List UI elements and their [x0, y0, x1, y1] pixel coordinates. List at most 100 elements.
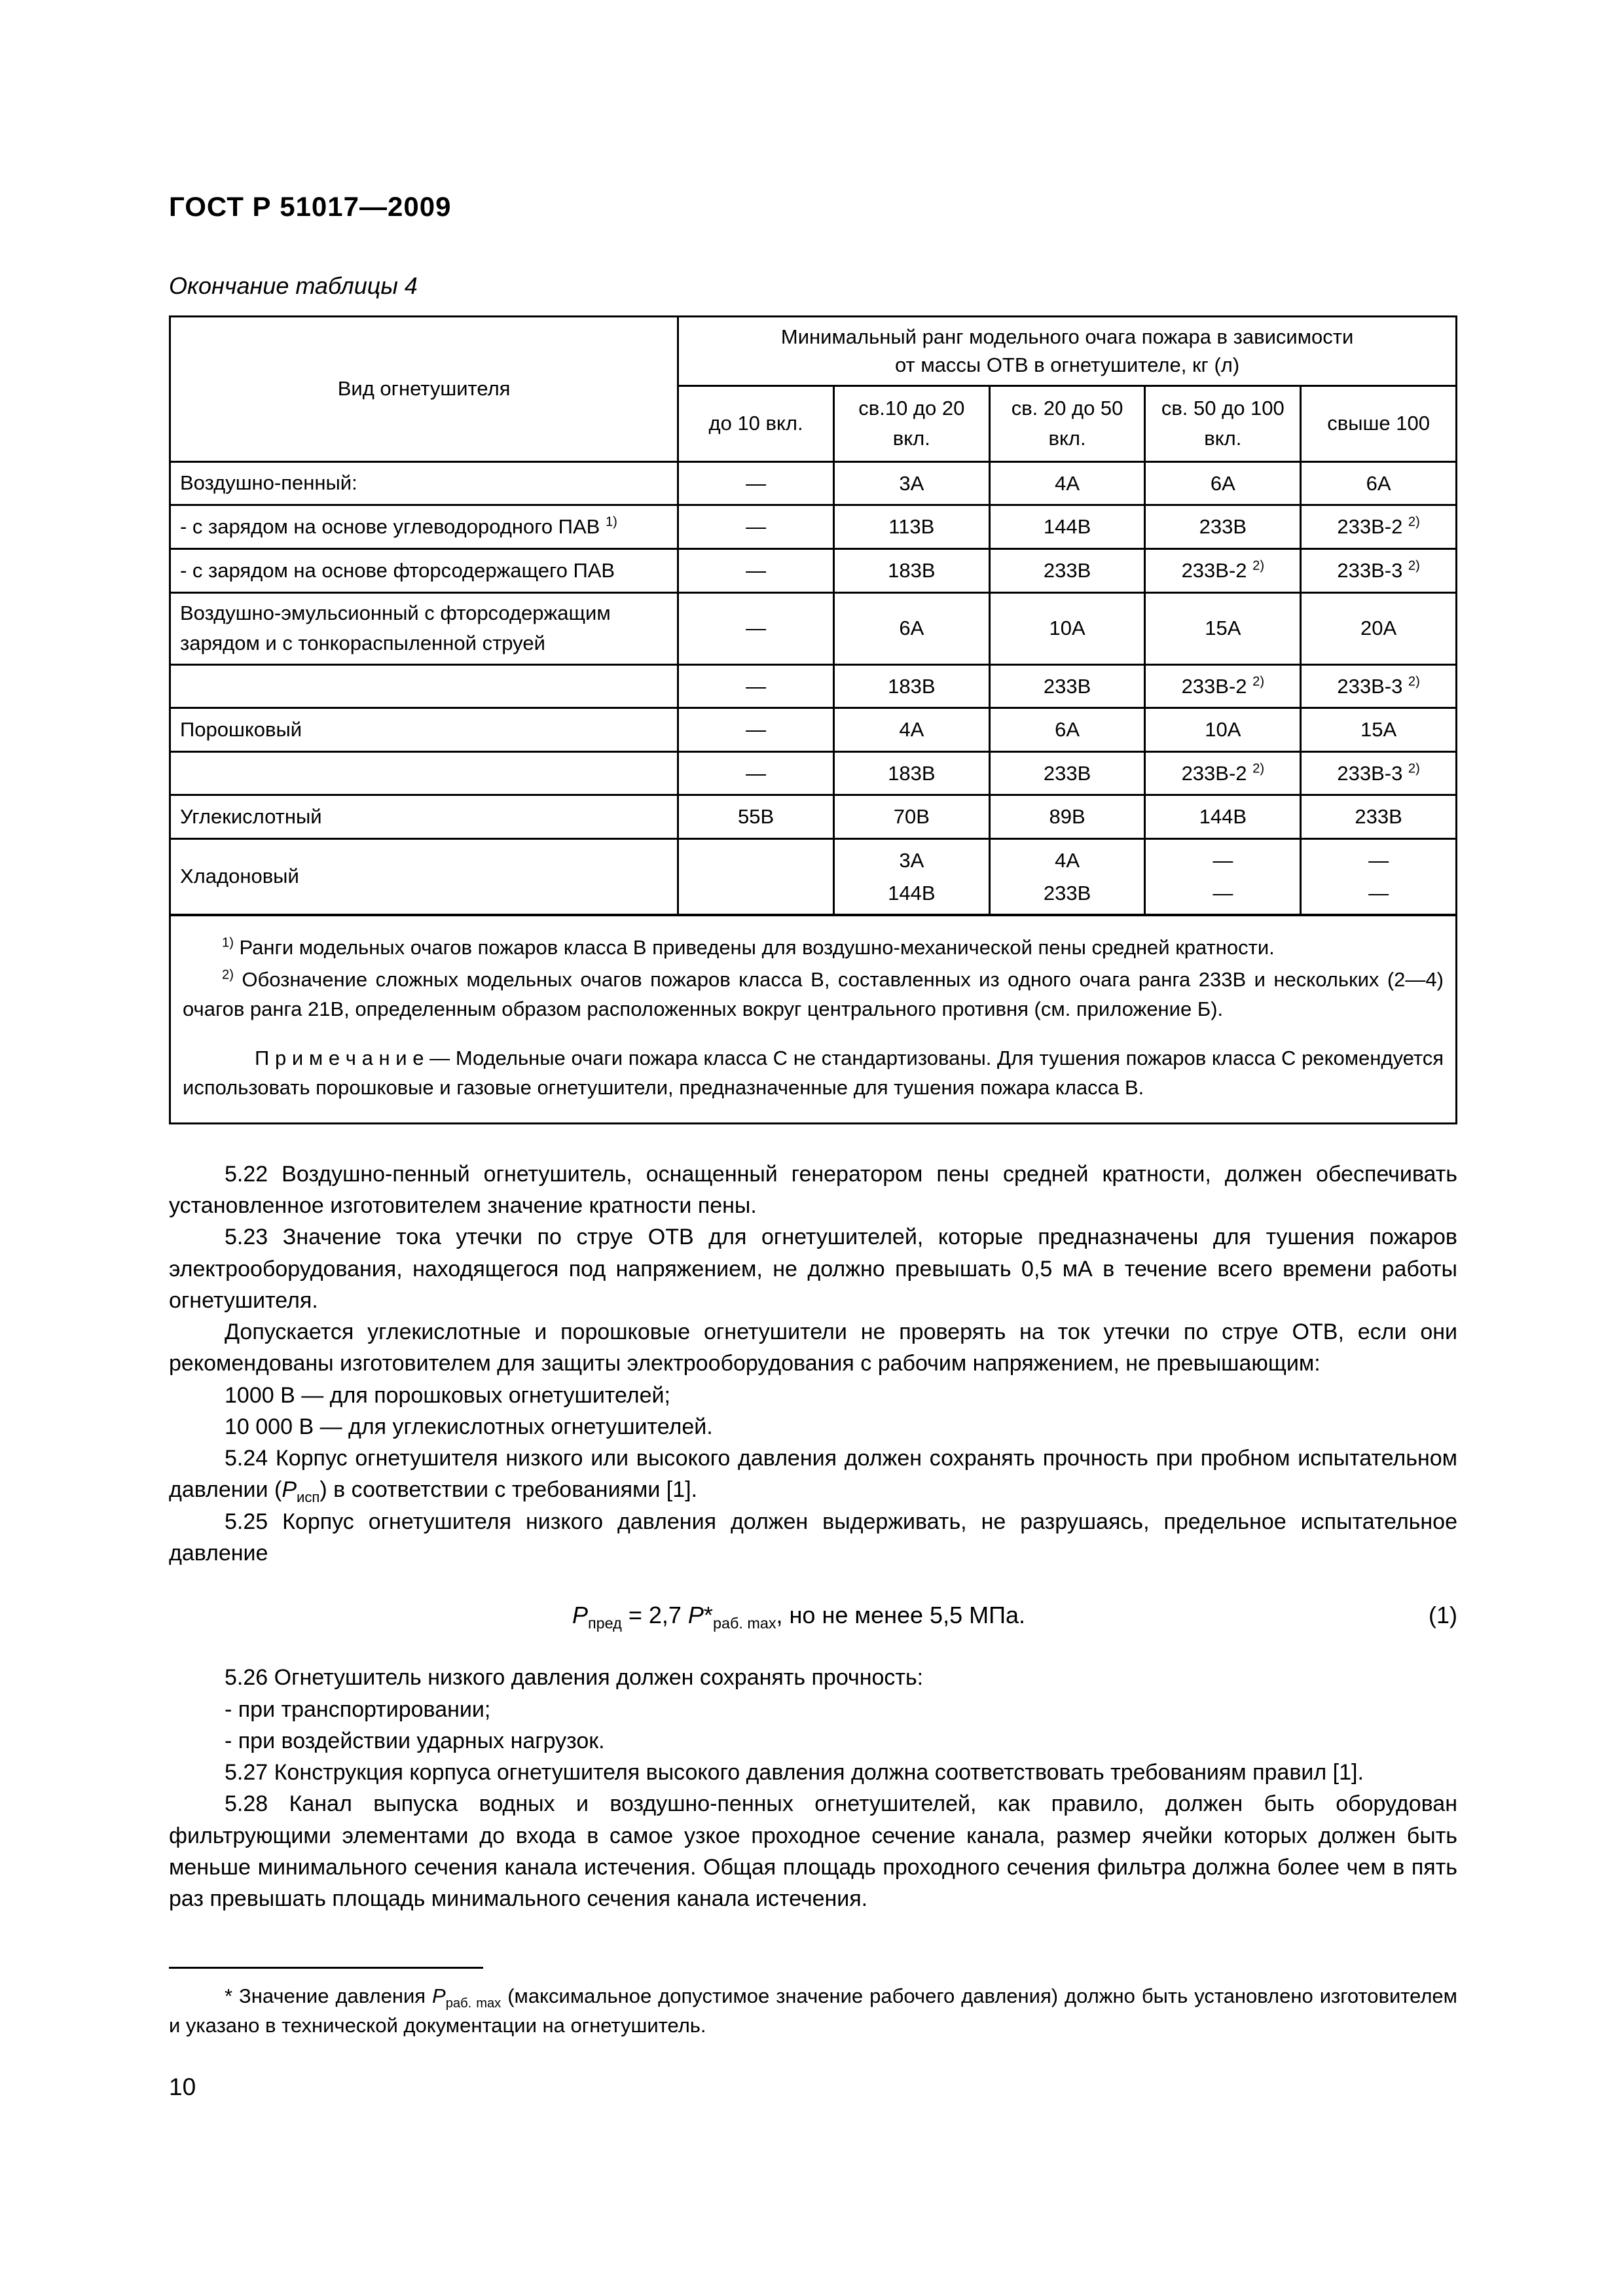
- value-cell: 6А: [1300, 460, 1457, 507]
- value-cell: 4А 233В: [988, 837, 1146, 916]
- value-cell: —: [677, 663, 835, 709]
- table-row: - с зарядом на основе углеводородного ПА…: [168, 504, 1457, 550]
- value-cell: 3А: [832, 460, 991, 507]
- value-cell: —: [677, 460, 835, 507]
- body-paragraph: 5.25 Корпус огнетушителя низкого давлени…: [169, 1509, 1457, 1566]
- table-row: - с зарядом на основе фторсодержащего ПА…: [168, 547, 1457, 594]
- value-cell: 113В: [832, 504, 991, 550]
- value-cell: 183В: [832, 750, 991, 797]
- row-label-cell: - с зарядом на основе углеводородного ПА…: [168, 504, 680, 550]
- value-cell: 233В-3 2): [1300, 547, 1457, 594]
- value-cell: 233В: [988, 663, 1146, 709]
- column-header-mass-range: до 10 вкл.: [677, 384, 835, 463]
- body-paragraphs-after: 5.26 Огнетушитель низкого давления долже…: [169, 1662, 1457, 1914]
- row-label-cell: - с зарядом на основе фторсодержащего ПА…: [168, 547, 680, 594]
- body-paragraph: - при транспортировании;: [225, 1696, 491, 1722]
- row-label-cell: Порошковый: [168, 707, 680, 753]
- row-label-cell: Хладоновый: [168, 837, 680, 916]
- page-number: 10: [169, 2073, 196, 2100]
- body-paragraph: 5.26 Огнетушитель низкого давления долже…: [225, 1665, 924, 1691]
- value-cell: 3А 144В: [832, 837, 991, 916]
- table-row: —183В 233В 233В-2 2) 233В-3 2): [168, 663, 1457, 709]
- value-cell: [677, 837, 835, 916]
- value-cell: 70В: [832, 794, 991, 840]
- column-header-span: Минимальный ранг модельного очага пожара…: [677, 315, 1457, 387]
- value-cell: 89В: [988, 794, 1146, 840]
- table-row: Хладоновый 3А 144В 4А 233В — — — —: [168, 837, 1457, 916]
- table-row: Порошковый —4А 6А 10А 15А: [168, 707, 1457, 753]
- value-cell: 233В-3 2): [1300, 750, 1457, 797]
- table-body: Воздушно-пенный: —3А 4А 6А 6А - с зарядом на …: [168, 460, 1457, 916]
- table-row: Углекислотный 55В 70В 89В 144В 233В: [168, 794, 1457, 840]
- column-header-extinguisher-type: Вид огнетушителя: [168, 315, 680, 463]
- value-cell: 20А: [1300, 591, 1457, 666]
- row-label-cell: Воздушно-пенный:: [168, 460, 680, 507]
- formula-number: (1): [1429, 1602, 1457, 1629]
- value-cell: 144В: [1144, 794, 1302, 840]
- formula-row: Рпред = 2,7 Р*раб. max, но не менее 5,5 …: [169, 1602, 1457, 1632]
- standard-number: ГОСТ Р 51017—2009: [169, 191, 452, 222]
- value-cell: —: [677, 504, 835, 550]
- row-label-cell: [168, 663, 680, 709]
- value-cell: —: [677, 750, 835, 797]
- value-cell: 233В: [1300, 794, 1457, 840]
- value-cell: —: [677, 707, 835, 753]
- table-footnotes-cell: 1) Ранги модельных очагов пожаров класса…: [169, 914, 1457, 1124]
- value-cell: 6А: [832, 591, 991, 666]
- value-cell: —: [677, 547, 835, 594]
- value-cell: —: [677, 591, 835, 666]
- table-footnote: 1) Ранги модельных очагов пожаров класса…: [222, 935, 1275, 960]
- column-header-mass-range: св. 20 до 50 вкл.: [988, 384, 1146, 463]
- value-cell: 233В-2 2): [1300, 504, 1457, 550]
- value-cell: 233В-3 2): [1300, 663, 1457, 709]
- column-header-mass-range: св. 50 до 100 вкл.: [1144, 384, 1302, 463]
- table-header: Вид огнетушителя Минимальный ранг модель…: [168, 315, 1457, 463]
- table-footnote: 2) Обозначение сложных модельных очагов …: [183, 967, 1444, 1020]
- body-paragraph: 5.22 Воздушно-пенный огнетушитель, оснащ…: [169, 1161, 1457, 1219]
- value-cell: 10А: [1144, 707, 1302, 753]
- value-cell: 233В: [988, 547, 1146, 594]
- body-paragraphs: 5.22 Воздушно-пенный огнетушитель, оснащ…: [169, 1158, 1457, 1569]
- body-paragraph: - при воздействии ударных нагрузок.: [225, 1728, 605, 1753]
- value-cell: 4А: [832, 707, 991, 753]
- value-cell: 15А: [1144, 591, 1302, 666]
- body-paragraph: 5.27 Конструкция корпуса огнетушителя вы…: [225, 1760, 1364, 1785]
- table-row: Воздушно-пенный: —3А 4А 6А 6А: [168, 460, 1457, 507]
- table-footnotes: 1) Ранги модельных очагов пожаров класса…: [183, 933, 1444, 1024]
- value-cell: 183В: [832, 663, 991, 709]
- column-header-mass-range: свыше 100: [1300, 384, 1457, 463]
- row-label-cell: Воздушно-эмульсионный с фторсодержащим за…: [168, 591, 680, 666]
- fire-rating-table: Вид огнетушителя Минимальный ранг модель…: [168, 315, 1457, 1124]
- table-caption: Окончание таблицы 4: [169, 272, 418, 299]
- value-cell: 233В-2 2): [1144, 750, 1302, 797]
- value-cell: — —: [1300, 837, 1457, 916]
- value-cell: 233В: [1144, 504, 1302, 550]
- value-cell: 144В: [988, 504, 1146, 550]
- formula: Рпред = 2,7 Р*раб. max, но не менее 5,5 …: [572, 1602, 1025, 1632]
- body-paragraph: 1000 В — для порошковых огнетушителей;: [225, 1382, 670, 1408]
- body-paragraph: Допускается углекислотные и порошковые о…: [169, 1319, 1457, 1376]
- row-label-cell: [168, 750, 680, 797]
- value-cell: — —: [1144, 837, 1302, 916]
- footer-block: * Значение давления Рраб. max (максималь…: [169, 1967, 1457, 2041]
- value-cell: 233В-2 2): [1144, 663, 1302, 709]
- footnote-separator: [169, 1967, 483, 1969]
- body-paragraph: 5.24 Корпус огнетушителя низкого или выс…: [169, 1446, 1457, 1506]
- value-cell: 6А: [1144, 460, 1302, 507]
- body-paragraph: 5.23 Значение тока утечки по струе ОТВ д…: [169, 1225, 1457, 1313]
- body-paragraph: 10 000 В — для углекислотных огнетушител…: [225, 1414, 713, 1439]
- row-label-cell: Углекислотный: [168, 794, 680, 840]
- value-cell: 4А: [988, 460, 1146, 507]
- value-cell: 55В: [677, 794, 835, 840]
- subheader-row: до 10 вкл. св.10 до 20 вкл. св. 20 до 50 вкл…: [170, 384, 1457, 463]
- value-cell: 233В-2 2): [1144, 547, 1302, 594]
- value-cell: 6А: [988, 707, 1146, 753]
- column-header-mass-range: св.10 до 20 вкл.: [832, 384, 991, 463]
- page-content: ГОСТ Р 51017—2009 Окончание таблицы 4 Ви…: [168, 191, 1457, 1914]
- table-row: Воздушно-эмульсионный с фторсодержащим за…: [168, 591, 1457, 666]
- table-note: П р и м е ч а н и е — Модельные очаги по…: [183, 1046, 1444, 1099]
- table-footer: 1) Ранги модельных очагов пожаров класса…: [169, 914, 1457, 1124]
- page-footnote: * Значение давления Рраб. max (максималь…: [169, 1984, 1457, 2037]
- value-cell: 10А: [988, 591, 1146, 666]
